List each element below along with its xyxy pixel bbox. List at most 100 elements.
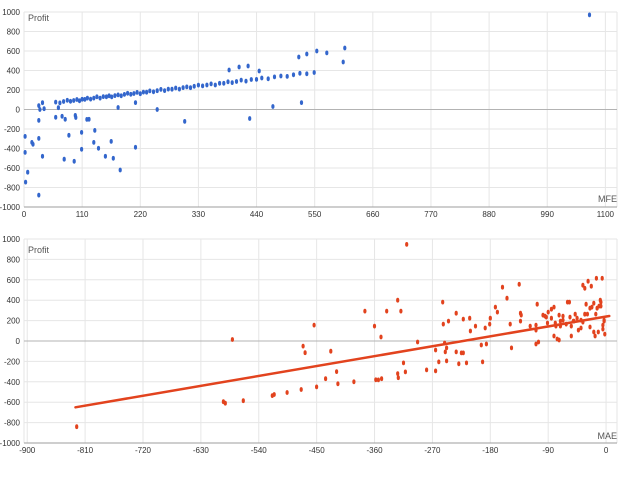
data-point xyxy=(23,134,27,139)
data-point xyxy=(58,100,62,106)
x-axis-tick-label: 0 xyxy=(22,210,27,219)
data-point xyxy=(75,424,79,430)
data-point xyxy=(425,367,429,373)
data-point xyxy=(573,311,577,317)
x-axis-tick-label: 660 xyxy=(366,210,380,219)
data-point xyxy=(80,130,84,135)
data-point xyxy=(454,310,458,316)
data-point xyxy=(468,315,472,321)
y-axis-tick-label: -600 xyxy=(4,164,21,173)
x-axis-tick-label: -540 xyxy=(251,446,268,455)
data-point xyxy=(583,311,587,317)
data-point xyxy=(138,91,142,97)
y-axis-tick-label: 0 xyxy=(16,106,21,115)
data-point xyxy=(40,100,45,106)
y-axis-tick-label: 600 xyxy=(7,276,21,285)
data-point xyxy=(602,318,606,324)
data-point xyxy=(568,314,572,320)
data-point xyxy=(96,145,101,151)
data-point xyxy=(544,314,548,320)
data-point xyxy=(335,369,339,374)
data-point xyxy=(479,342,483,348)
data-point xyxy=(249,77,253,82)
data-point xyxy=(230,80,234,85)
data-point xyxy=(103,153,107,159)
data-point xyxy=(183,119,187,124)
data-point xyxy=(56,105,61,111)
data-point xyxy=(205,82,209,88)
data-point xyxy=(122,92,126,97)
data-point xyxy=(437,359,441,365)
data-point xyxy=(528,323,532,329)
data-point xyxy=(24,179,28,185)
data-point xyxy=(266,76,270,82)
mae-profit-chart: 1000 800 600 400 200 0 -200 -400 -600 -800 -1000 -9… xyxy=(0,228,640,480)
data-point xyxy=(441,299,445,305)
data-point xyxy=(596,329,600,335)
data-point xyxy=(493,304,497,310)
data-point xyxy=(561,313,565,319)
data-point xyxy=(558,318,563,324)
data-point xyxy=(592,300,596,306)
y-axis-tick-label: 200 xyxy=(7,317,21,326)
data-point xyxy=(38,107,42,112)
data-point xyxy=(545,320,550,326)
data-point xyxy=(185,84,189,90)
data-point xyxy=(177,86,181,92)
data-point xyxy=(118,167,122,173)
data-point xyxy=(594,311,598,317)
x-axis-tick-label: -810 xyxy=(77,446,94,455)
data-point xyxy=(518,318,523,324)
data-point xyxy=(405,242,409,247)
data-point xyxy=(500,284,505,290)
data-point xyxy=(303,350,307,356)
data-point xyxy=(576,327,581,333)
data-point xyxy=(42,106,46,112)
data-point xyxy=(148,88,152,94)
x-axis-tick-label: 550 xyxy=(308,210,322,219)
data-point xyxy=(454,349,458,355)
x-axis-tick-label: -360 xyxy=(367,446,384,455)
data-point xyxy=(484,341,488,347)
x-axis-tick-label: -90 xyxy=(542,446,554,455)
data-point xyxy=(341,59,345,65)
y-axis-tick-label: 1000 xyxy=(2,8,20,17)
data-point xyxy=(145,89,149,95)
data-point xyxy=(299,100,304,105)
y-axis-tick-label: 800 xyxy=(7,28,21,37)
data-point xyxy=(201,83,205,89)
data-point xyxy=(95,94,99,100)
y-axis-tick-label: 200 xyxy=(7,86,21,95)
data-point xyxy=(72,98,76,103)
data-point xyxy=(234,79,239,84)
data-point xyxy=(583,285,587,291)
data-point xyxy=(599,299,603,305)
data-point xyxy=(549,306,554,312)
data-point xyxy=(291,72,296,78)
data-point xyxy=(488,321,492,327)
data-point xyxy=(325,50,329,56)
data-point xyxy=(54,99,58,105)
data-point xyxy=(141,89,145,95)
data-point xyxy=(74,115,78,120)
y-axis-tick-label: -400 xyxy=(4,145,21,154)
data-point xyxy=(561,317,565,323)
data-point xyxy=(174,85,178,91)
y-axis-tick-label: -800 xyxy=(4,184,21,193)
y-axis-tick-label: 400 xyxy=(7,296,21,305)
data-point xyxy=(396,375,400,381)
data-point xyxy=(271,104,275,109)
data-point xyxy=(285,74,289,79)
y-axis-tick-label: -800 xyxy=(4,419,21,428)
data-point xyxy=(196,82,200,88)
data-point xyxy=(315,48,319,54)
data-point xyxy=(241,398,245,404)
data-point xyxy=(336,381,340,387)
data-point xyxy=(461,350,465,356)
data-point xyxy=(396,297,400,303)
data-point xyxy=(324,376,328,382)
data-point xyxy=(557,312,561,318)
data-point xyxy=(104,94,108,100)
data-point xyxy=(85,95,89,101)
data-point xyxy=(116,92,120,98)
